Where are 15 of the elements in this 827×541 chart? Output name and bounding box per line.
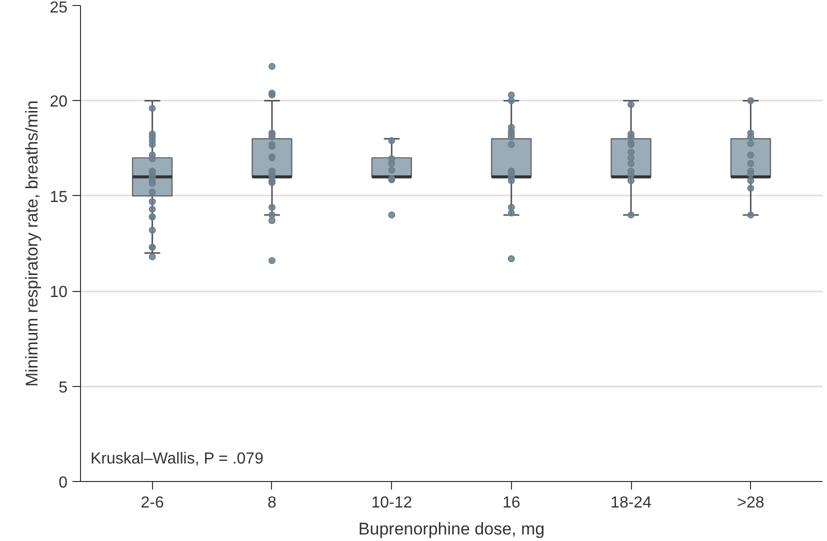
y-tick-label: 5 xyxy=(58,379,68,396)
x-tick-label: 10-12 xyxy=(371,494,412,512)
x-tick-label: 8 xyxy=(268,494,277,512)
x-axis-title: Buprenorphine dose, mg xyxy=(358,520,545,538)
x-tick-label: 18-24 xyxy=(610,494,652,512)
y-tick-label: 10 xyxy=(50,284,68,302)
x-tick-label: 16 xyxy=(502,494,520,512)
y-axis-title: Minimum respiratory rate, breaths/min xyxy=(22,100,42,387)
x-tick-label: 2-6 xyxy=(140,494,164,512)
x-tick-label: >28 xyxy=(737,494,764,512)
annotation: Kruskal–Wallis, P = .079 xyxy=(90,450,264,468)
y-tick-label: 0 xyxy=(58,474,68,492)
y-tick-label: 20 xyxy=(50,94,68,111)
y-tick-label: 15 xyxy=(50,188,68,206)
y-tick-label: 25 xyxy=(50,0,68,16)
